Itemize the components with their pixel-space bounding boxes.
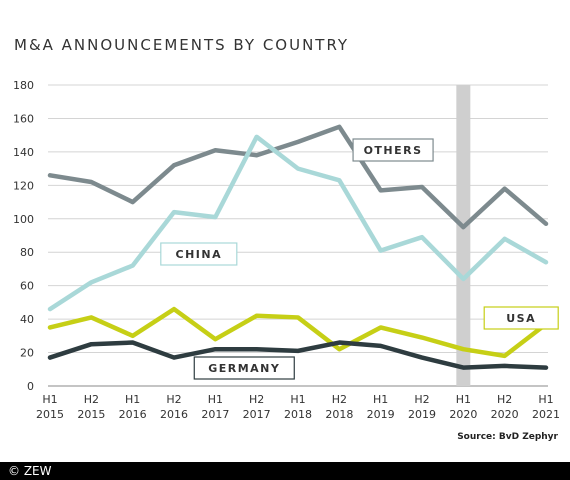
x-tick-label-half: H2 (84, 393, 99, 406)
y-tick-label: 120 (13, 179, 34, 192)
x-tick-label-half: H1 (538, 393, 553, 406)
x-axis-ticks: H1 2015 H2 2015 H1 2016 H2 2016 H1 2017 H2 2017 H1 20… (36, 393, 560, 421)
series-line-usa (47, 306, 549, 359)
copyright-text: © ZEW (8, 464, 52, 478)
x-tick-label-year: 2016 (160, 408, 188, 421)
x-tick-label-half: H1 (456, 393, 471, 406)
x-tick-label-half: H1 (125, 393, 140, 406)
series-label-text: OTHERS (364, 144, 423, 157)
x-tick-label-half: H2 (166, 393, 181, 406)
series-label-text: CHINA (176, 248, 223, 261)
y-tick-label: 160 (13, 112, 34, 125)
line-chart: 0 20 40 60 80 100 120 140 160 180 H1 2015 H2 2015 H1 2… (13, 79, 560, 421)
x-tick-label-half: H2 (249, 393, 264, 406)
footer-bar: © ZEW (0, 462, 570, 480)
series-label-box (352, 138, 434, 162)
series-label-box (193, 356, 295, 380)
x-tick-label-half: H1 (373, 393, 388, 406)
highlight-band (456, 85, 471, 386)
series-lines (47, 124, 549, 370)
x-tick-label-half: H2 (414, 393, 429, 406)
x-tick-label-half: H2 (497, 393, 512, 406)
series-label-box (483, 306, 559, 330)
series-line-china (47, 134, 549, 312)
series-line-germany (47, 340, 549, 370)
x-tick-label-half: H1 (42, 393, 57, 406)
y-tick-label: 0 (27, 380, 34, 393)
series-label-usa: USA (483, 306, 559, 330)
series-labels: OTHERS CHINA USA GERMANY (160, 138, 559, 380)
series-label-text: USA (506, 312, 536, 325)
x-tick-label-year: 2017 (243, 408, 271, 421)
x-tick-label-year: 2016 (119, 408, 147, 421)
y-tick-label: 180 (13, 79, 34, 92)
x-tick-label-year: 2018 (284, 408, 312, 421)
source-note: Source: BvD Zephyr (457, 432, 558, 442)
x-tick-label-half: H1 (290, 393, 305, 406)
series-label-china: CHINA (160, 242, 238, 266)
x-tick-label-year: 2019 (367, 408, 395, 421)
y-tick-label: 140 (13, 146, 34, 159)
highlight-band-group (456, 85, 471, 386)
x-tick-label-year: 2015 (36, 408, 64, 421)
series-label-germany: GERMANY (193, 356, 295, 380)
x-tick-label-year: 2017 (201, 408, 229, 421)
series-line-others (47, 124, 549, 230)
x-tick-label-half: H1 (208, 393, 223, 406)
x-tick-label-year: 2019 (408, 408, 436, 421)
x-tick-label-year: 2021 (532, 408, 560, 421)
series-label-others: OTHERS (352, 138, 434, 162)
y-tick-label: 20 (20, 347, 34, 360)
y-axis-ticks: 0 20 40 60 80 100 120 140 160 180 (13, 79, 34, 393)
y-tick-label: 40 (20, 313, 34, 326)
y-tick-label: 80 (20, 246, 34, 259)
x-tick-label-half: H2 (332, 393, 347, 406)
x-tick-label-year: 2020 (491, 408, 519, 421)
y-tick-label: 100 (13, 213, 34, 226)
chart-title: M&A ANNOUNCEMENTS BY COUNTRY (14, 36, 350, 54)
series-label-text: GERMANY (208, 362, 280, 375)
x-tick-label-year: 2020 (449, 408, 477, 421)
x-tick-label-year: 2018 (325, 408, 353, 421)
series-label-box (160, 242, 238, 266)
y-tick-label: 60 (20, 280, 34, 293)
x-tick-label-year: 2015 (77, 408, 105, 421)
